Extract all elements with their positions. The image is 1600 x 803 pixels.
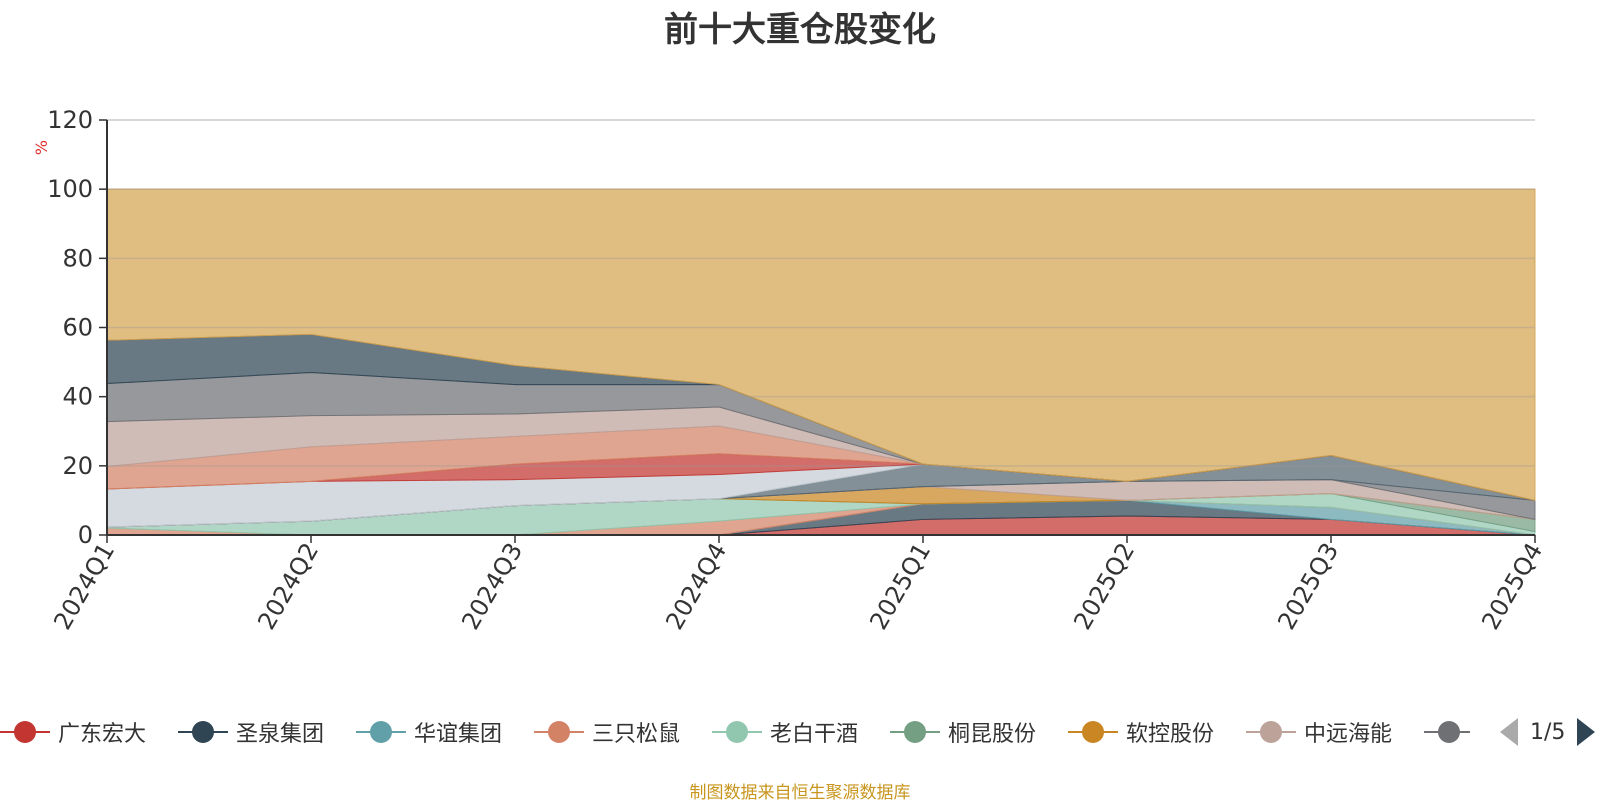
series-area-16 (106, 188, 1536, 502)
chart-title: 前十大重仓股变化 (664, 10, 936, 50)
y-tick-label-3: 60 (62, 314, 93, 342)
y-tick-label-4: 80 (62, 244, 93, 272)
y-tick-label-6: 120 (47, 106, 93, 134)
legend-label: 中远海能 (1304, 722, 1393, 747)
legend-marker-icon (712, 712, 762, 752)
legend: 广东宏大 圣泉集团 华谊集团 三只松鼠 老白干酒 桐昆股份 软控股份 中远海能 某 1/5 (0, 712, 1600, 752)
legend-item-5[interactable]: 桐昆股份 (890, 712, 1036, 752)
legend-label: 三只松鼠 (592, 722, 681, 747)
legend-label: 老白干酒 (770, 722, 859, 747)
legend-marker-icon (1068, 712, 1118, 752)
legend-marker-icon (0, 712, 50, 752)
y-tick-label-0: 0 (78, 521, 93, 549)
series-areas (106, 188, 1536, 536)
legend-prev-icon[interactable] (1500, 718, 1518, 746)
legend-item-7[interactable]: 中远海能 (1246, 712, 1392, 752)
x-tick-label-4: 2025Q1 (864, 538, 936, 634)
x-tick-label-1: 2024Q2 (252, 538, 324, 634)
x-tick-label-3: 2024Q4 (660, 538, 732, 634)
legend-label: 圣泉集团 (236, 722, 325, 747)
legend-item-4[interactable]: 老白干酒 (712, 712, 858, 752)
gridlines (107, 119, 1535, 467)
legend-next-icon[interactable] (1577, 718, 1596, 746)
legend-marker-icon (356, 712, 406, 752)
y-tick-label-1: 20 (62, 452, 93, 480)
y-tick-label-5: 100 (47, 175, 93, 203)
legend-item-1[interactable]: 圣泉集团 (178, 712, 324, 752)
legend-label: 桐昆股份 (948, 722, 1037, 747)
legend-item-0[interactable]: 广东宏大 (0, 712, 146, 752)
legend-marker-icon (1246, 712, 1296, 752)
legend-item-3[interactable]: 三只松鼠 (534, 712, 680, 752)
legend-items: 广东宏大 圣泉集团 华谊集团 三只松鼠 老白干酒 桐昆股份 软控股份 中远海能 某 (0, 712, 1470, 752)
legend-page-indicator: 1/5 (1530, 719, 1566, 745)
legend-marker-icon (178, 712, 228, 752)
x-tick-label-0: 2024Q1 (48, 538, 120, 634)
legend-item-6[interactable]: 软控股份 (1068, 712, 1214, 752)
y-axis-unit: % (32, 140, 51, 155)
y-tick-label-2: 40 (62, 383, 93, 411)
x-tick-label-5: 2025Q2 (1068, 538, 1140, 634)
legend-marker-icon (1424, 712, 1470, 752)
data-source-note: 制图数据来自恒生聚源数据库 (689, 783, 911, 803)
x-tick-label-7: 2025Q4 (1476, 538, 1548, 634)
legend-item-2[interactable]: 华谊集团 (356, 712, 502, 752)
legend-pager: 1/5 (1500, 712, 1596, 752)
area-chart: 0 20 40 60 80 100 120% 2024Q1 2024Q2 2024Q3 2024Q4… (32, 106, 1548, 634)
legend-label: 华谊集团 (414, 722, 503, 747)
x-tick-label-2: 2024Q3 (456, 538, 528, 634)
legend-marker-icon (890, 712, 940, 752)
legend-marker-icon (534, 712, 584, 752)
x-tick-label-6: 2025Q3 (1272, 538, 1344, 634)
legend-label: 广东宏大 (58, 722, 147, 747)
legend-item-8[interactable]: 某 (1424, 712, 1470, 752)
legend-label: 软控股份 (1126, 722, 1215, 747)
